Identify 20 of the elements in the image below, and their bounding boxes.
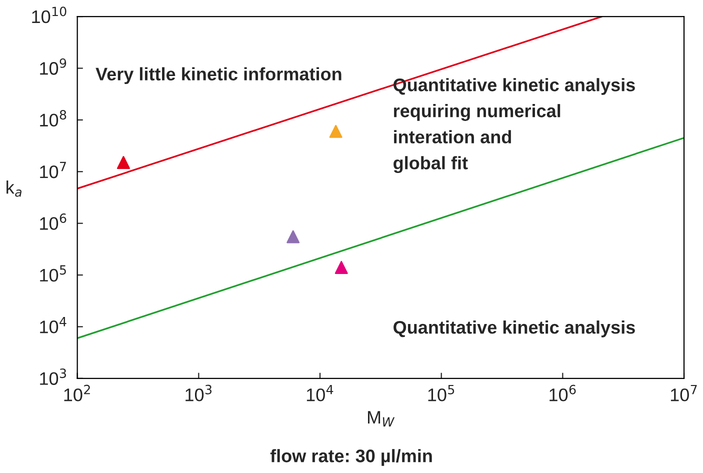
y-tick-label: 10$^{10}$ — [32, 6, 66, 24]
x-tick-label: 10$^{2}$ — [64, 384, 90, 402]
x-tick-label: 10$^{5}$ — [428, 384, 454, 402]
annotation: Quantitative kinetic analysis — [394, 320, 635, 338]
annotation: Very little kinetic information — [96, 67, 342, 84]
x-tick-label: 10$^{6}$ — [550, 384, 576, 402]
text: flow rate: 30 µl/min — [270, 449, 432, 466]
y-axis-title: k$_{a}$ — [6, 180, 22, 197]
y-tick-label: 10$^{4}$ — [40, 317, 66, 334]
annotation: Quantitative kinetic analysis requiring numerical interation and global fit — [394, 78, 635, 174]
y-tick-label: 10$^{5}$ — [40, 265, 66, 282]
x-tick-label: 10$^{7}$ — [670, 384, 697, 402]
x-tick-label: 10$^{4}$ — [306, 384, 334, 402]
x-axis-title: M$_{W}$ — [368, 411, 395, 427]
y-tick-label: 10$^{9}$ — [40, 58, 66, 75]
y-tick-label: 10$^{8}$ — [40, 110, 66, 127]
x-tick-label: 10$^{3}$ — [186, 384, 212, 402]
y-tick-label: 10$^{6}$ — [40, 213, 66, 230]
y-tick-label: 10$^{3}$ — [40, 368, 66, 385]
y-tick-label: 10$^{7}$ — [40, 162, 66, 178]
